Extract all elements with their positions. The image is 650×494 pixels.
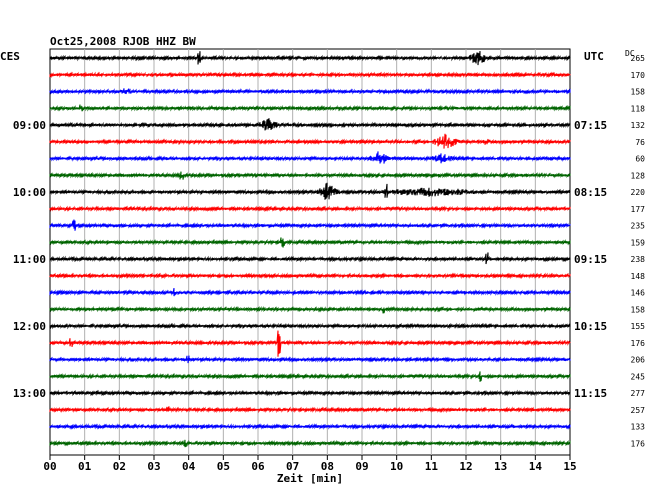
x-tick-label: 09 xyxy=(355,460,368,473)
dc-value: 176 xyxy=(631,439,646,448)
left-time-label: 11:00 xyxy=(13,253,46,266)
dc-value: 257 xyxy=(631,406,646,415)
plot-frame xyxy=(49,48,571,456)
dc-value: 76 xyxy=(635,138,645,147)
dc-value: 220 xyxy=(631,188,646,197)
dc-value: 277 xyxy=(631,389,646,398)
right-timezone-label: UTC xyxy=(584,50,604,63)
left-time-label: 09:00 xyxy=(13,119,46,132)
trace-row-18 xyxy=(49,355,571,364)
dc-value: 177 xyxy=(631,205,646,214)
dc-value: 155 xyxy=(631,322,646,331)
trace-row-9 xyxy=(49,205,571,213)
x-tick-label: 10 xyxy=(390,460,403,473)
trace-row-10 xyxy=(49,219,571,231)
x-tick-label: 01 xyxy=(78,460,92,473)
x-tick-label: 11 xyxy=(425,460,439,473)
dc-value: 158 xyxy=(631,305,646,314)
dc-value: 60 xyxy=(635,155,645,164)
right-time-label: 11:15 xyxy=(574,387,607,400)
left-time-labels: 09:00 10:00 11:00 12:00 13:00 xyxy=(13,119,46,400)
trace-row-23 xyxy=(49,439,571,448)
trace-row-7 xyxy=(49,171,571,180)
dc-value: 148 xyxy=(631,272,646,281)
x-tick-label: 12 xyxy=(459,460,472,473)
left-timezone-label: CES xyxy=(0,50,20,63)
trace-row-2 xyxy=(49,88,571,95)
trace-row-3 xyxy=(49,104,571,112)
trace-row-5 xyxy=(49,133,571,149)
dc-value: 146 xyxy=(631,289,646,298)
trace-row-4 xyxy=(49,118,571,131)
x-tick-label: 13 xyxy=(494,460,507,473)
dc-values: 265 170 158 118 132 76 60 128 220 177 235 159 238 148… xyxy=(631,54,646,448)
trace-row-12 xyxy=(49,252,571,265)
trace-row-0 xyxy=(49,51,571,66)
dc-value: 245 xyxy=(631,372,646,381)
trace-row-1 xyxy=(49,71,571,79)
right-time-label: 10:15 xyxy=(574,320,607,333)
trace-row-20 xyxy=(49,389,571,397)
trace-row-17 xyxy=(49,330,571,357)
right-time-labels: 07:15 08:15 09:15 10:15 11:15 xyxy=(574,119,607,400)
right-time-label: 07:15 xyxy=(574,119,607,132)
trace-row-13 xyxy=(49,272,571,280)
dc-value: 128 xyxy=(631,171,646,180)
x-tick-label: 05 xyxy=(217,460,230,473)
dc-value: 265 xyxy=(631,54,646,63)
trace-row-6 xyxy=(49,151,571,164)
dc-value: 170 xyxy=(631,71,646,80)
trace-row-16 xyxy=(49,322,571,330)
x-tick-label: 08 xyxy=(321,460,334,473)
trace-row-8 xyxy=(49,182,571,200)
trace-row-22 xyxy=(49,423,571,430)
x-tick-label: 14 xyxy=(529,460,543,473)
x-tick-label: 15 xyxy=(563,460,576,473)
x-tick-label: 02 xyxy=(113,460,126,473)
right-time-label: 09:15 xyxy=(574,253,607,266)
dc-value: 176 xyxy=(631,339,646,348)
x-tick-label: 00 xyxy=(43,460,56,473)
dc-value: 159 xyxy=(631,238,646,247)
x-axis-label: Zeit [min] xyxy=(277,472,343,485)
dc-header-label: DC xyxy=(625,49,635,58)
left-time-label: 13:00 xyxy=(13,387,46,400)
dc-value: 133 xyxy=(631,423,646,432)
minute-gridlines xyxy=(84,49,536,455)
trace-row-11 xyxy=(49,237,571,248)
x-tick-label: 04 xyxy=(182,460,196,473)
x-tick-label: 03 xyxy=(147,460,160,473)
dc-value: 238 xyxy=(631,255,646,264)
dc-value: 206 xyxy=(631,356,646,365)
trace-row-21 xyxy=(49,406,571,414)
chart-title: Oct25,2008 RJOB HHZ BW xyxy=(50,35,196,48)
x-tick-label: 06 xyxy=(251,460,265,473)
x-axis-ticks: 00 01 02 03 04 05 06 07 08 09 10 11 12 13 14 15 xyxy=(43,455,577,473)
trace-row-15 xyxy=(49,305,571,314)
dc-value: 235 xyxy=(631,222,646,231)
trace-row-19 xyxy=(49,371,571,382)
right-time-label: 08:15 xyxy=(574,186,607,199)
x-tick-label: 07 xyxy=(286,460,299,473)
dc-value: 158 xyxy=(631,88,646,97)
trace-row-14 xyxy=(49,288,571,297)
dc-value: 132 xyxy=(631,121,646,130)
left-time-label: 12:00 xyxy=(13,320,46,333)
left-time-label: 10:00 xyxy=(13,186,46,199)
dc-value: 118 xyxy=(631,104,646,113)
traces xyxy=(49,51,571,448)
